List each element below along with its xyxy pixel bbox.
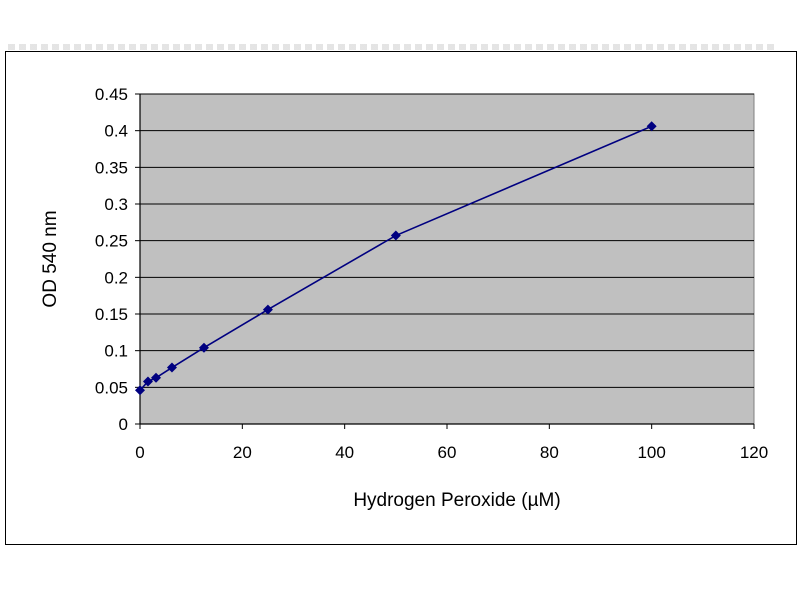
data-point: [262, 304, 273, 315]
x-tick-label: 100: [637, 443, 665, 462]
gridlines: [140, 93, 754, 388]
x-tick-label: 120: [740, 443, 768, 462]
y-tick-label: 0.4: [104, 122, 128, 141]
x-tick-label: 40: [335, 443, 354, 462]
plot-area: [139, 93, 755, 425]
y-tick-label: 0.35: [95, 158, 128, 177]
axes: [135, 93, 755, 429]
data-point: [151, 372, 162, 383]
data-point: [135, 385, 145, 396]
x-tick-label: 0: [135, 443, 144, 462]
y-axis-title: OD 540 nm: [40, 210, 61, 307]
data-point: [166, 362, 177, 373]
cropped-caption-strip: [0, 0, 800, 50]
y-tick-label: 0.3: [104, 195, 128, 214]
y-tick-label: 0.15: [95, 305, 128, 324]
x-tick-label: 20: [233, 443, 252, 462]
y-tick-label: 0.25: [95, 232, 128, 251]
x-tick-label: 80: [540, 443, 559, 462]
y-tick-label: 0.05: [95, 378, 128, 397]
cropped-caption-text: [8, 44, 778, 50]
y-tick-label: 0.45: [95, 85, 128, 104]
data-point: [390, 230, 401, 241]
data-point: [646, 121, 657, 132]
x-tick-label: 60: [438, 443, 457, 462]
data-point: [142, 376, 153, 387]
x-axis-title: Hydrogen Peroxide (µM): [353, 490, 560, 511]
y-tick-label: 0.2: [104, 268, 128, 287]
tick-labels: 0 0.05 0.1 0.15 0.2 0.25 0.3 0.35 0.4 0.45 0 20 40 60…: [95, 85, 768, 462]
y-tick-label: 0: [119, 415, 128, 434]
y-tick-label: 0.1: [104, 342, 128, 361]
data-series: [135, 121, 657, 396]
data-point: [198, 342, 209, 353]
